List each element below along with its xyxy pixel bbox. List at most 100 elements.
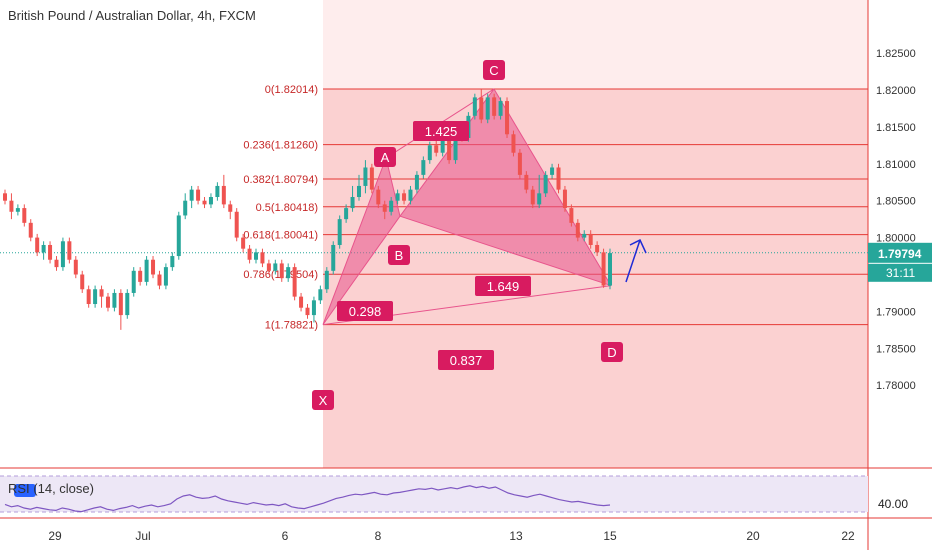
candle-body bbox=[241, 237, 246, 249]
candle bbox=[266, 259, 271, 275]
pattern-bcd bbox=[400, 88, 611, 286]
candle bbox=[305, 304, 310, 319]
candle-body bbox=[608, 253, 612, 286]
candle bbox=[3, 189, 7, 205]
last-price-value: 1.79794 bbox=[878, 247, 922, 261]
fib-label-2: 0.382(1.80794) bbox=[243, 174, 318, 186]
candle-body bbox=[28, 222, 33, 238]
candle bbox=[434, 137, 439, 157]
candle-body bbox=[395, 193, 400, 201]
candle-body bbox=[363, 167, 368, 186]
candle-body bbox=[376, 189, 381, 205]
candle bbox=[601, 248, 606, 288]
candle bbox=[9, 193, 14, 220]
candle-body bbox=[260, 252, 265, 264]
ratio-label: 0.837 bbox=[450, 353, 483, 368]
candle-body bbox=[196, 189, 201, 201]
point-label-box-c bbox=[483, 60, 505, 80]
candle-body bbox=[151, 259, 156, 275]
candle-body bbox=[80, 274, 85, 290]
candle bbox=[324, 267, 329, 293]
candle-body bbox=[402, 193, 407, 201]
pattern-xab bbox=[323, 157, 400, 325]
x-tick-label: 8 bbox=[375, 529, 382, 543]
candle bbox=[241, 233, 246, 253]
candle bbox=[569, 204, 574, 227]
candle-body bbox=[86, 289, 91, 305]
candle-body bbox=[537, 193, 542, 205]
candle-body bbox=[595, 244, 600, 253]
point-label-c: C bbox=[489, 63, 498, 78]
candle bbox=[15, 204, 20, 216]
candle-body bbox=[453, 130, 458, 161]
candle-body bbox=[601, 252, 606, 286]
candle bbox=[208, 193, 213, 209]
candle bbox=[28, 219, 33, 242]
candle bbox=[144, 256, 149, 286]
candle bbox=[151, 256, 156, 279]
pattern-edge-0 bbox=[322, 157, 387, 325]
candle bbox=[402, 189, 407, 205]
candle-body bbox=[125, 292, 130, 316]
candle bbox=[537, 174, 542, 209]
chart-title: British Pound / Australian Dollar, 4h, F… bbox=[8, 8, 256, 23]
candle-body bbox=[48, 244, 53, 260]
rsi-line bbox=[4, 485, 611, 513]
candle bbox=[35, 233, 40, 257]
candle-body bbox=[138, 270, 143, 282]
candle bbox=[73, 256, 78, 279]
candle-body bbox=[472, 97, 477, 116]
candle bbox=[54, 256, 59, 271]
candle bbox=[254, 248, 259, 264]
countdown-value: 31:11 bbox=[886, 266, 915, 280]
candle-body bbox=[118, 292, 123, 316]
candle-body bbox=[208, 197, 213, 205]
point-label-box-a bbox=[374, 147, 396, 167]
y-tick-label: 1.81000 bbox=[876, 159, 916, 171]
candle bbox=[595, 241, 600, 257]
candle-body bbox=[575, 222, 580, 238]
pattern-edge-4 bbox=[322, 215, 401, 325]
candle-body bbox=[67, 241, 72, 260]
fib-label-1: 0.236(1.81260) bbox=[243, 140, 318, 152]
countdown-tag bbox=[868, 263, 932, 282]
candle-body bbox=[112, 292, 117, 308]
candle-body bbox=[215, 185, 220, 198]
ratio-label-box bbox=[413, 121, 469, 141]
candle bbox=[189, 185, 194, 209]
candle bbox=[608, 248, 612, 290]
candle bbox=[414, 171, 419, 194]
candle bbox=[286, 263, 291, 282]
candle-body bbox=[221, 185, 226, 205]
candle bbox=[105, 292, 110, 312]
candle bbox=[279, 259, 284, 282]
candle bbox=[221, 174, 226, 209]
candle bbox=[112, 289, 117, 312]
candle bbox=[170, 252, 175, 271]
candle bbox=[331, 241, 336, 275]
candle bbox=[517, 149, 522, 179]
rsi-label: RSI (14, close) bbox=[8, 481, 94, 496]
x-tick-label: 29 bbox=[48, 529, 62, 543]
candle-body bbox=[440, 137, 445, 153]
candle bbox=[215, 182, 220, 201]
candle-body bbox=[131, 270, 136, 293]
candle-body bbox=[447, 137, 452, 161]
fib-label-3: 0.5(1.80418) bbox=[256, 202, 318, 214]
candle-body bbox=[189, 189, 194, 201]
candle-body bbox=[311, 300, 316, 316]
candle-body bbox=[54, 259, 59, 268]
candle bbox=[299, 292, 304, 312]
pattern-edge-2 bbox=[399, 88, 495, 217]
candle-body bbox=[254, 252, 259, 260]
candle bbox=[408, 185, 413, 205]
candle bbox=[60, 237, 65, 271]
pattern-edge-5 bbox=[399, 215, 612, 287]
candle-body bbox=[350, 197, 355, 209]
candle-body bbox=[183, 200, 188, 216]
candle-body bbox=[543, 174, 548, 194]
candle-body bbox=[273, 263, 278, 271]
candle-body bbox=[421, 160, 426, 175]
